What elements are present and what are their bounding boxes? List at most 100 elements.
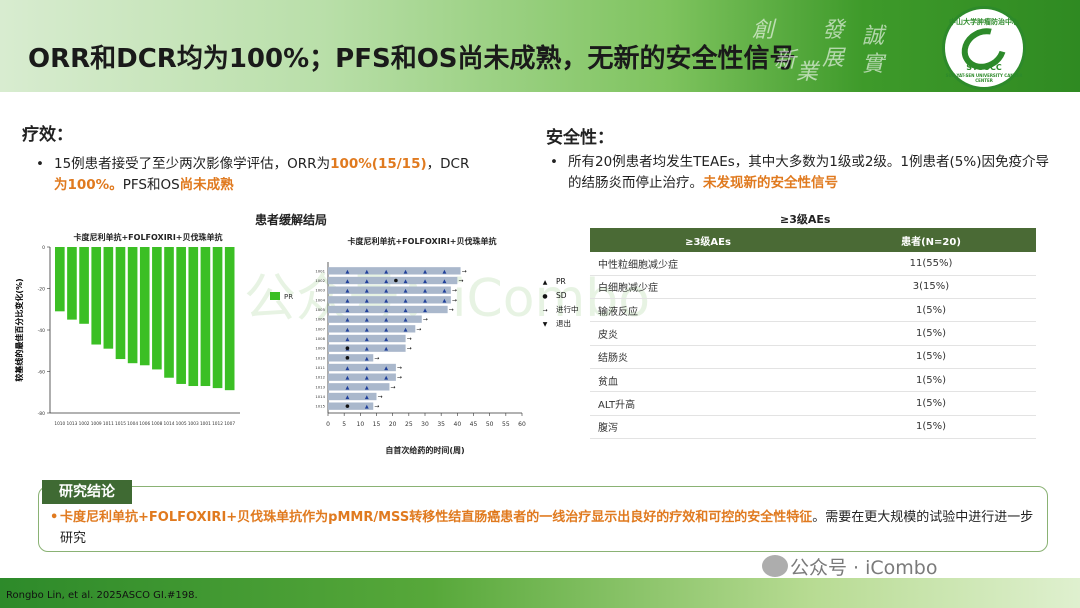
swimmer-pr-marker: ▲ — [365, 327, 369, 333]
swimmer-y-tick-label: 1009 — [315, 346, 325, 351]
watermark-text: 公众号 · iCombo — [790, 557, 938, 579]
swimmer-ongoing-arrow: → — [462, 268, 467, 275]
swimmer-pr-marker: ▲ — [384, 279, 388, 285]
ae-count-cell: 1(5%) — [826, 368, 1036, 393]
ae-table-row: 皮炎 1(5%) — [590, 321, 1036, 346]
swimmer-pr-marker: ▲ — [423, 298, 427, 304]
waterfall-bar — [103, 247, 114, 349]
swimmer-y-tick-label: 1001 — [315, 268, 325, 273]
waterfall-bar — [91, 247, 102, 345]
ae-table-row: 结肠炎 1(5%) — [590, 345, 1036, 369]
swimmer-ongoing-arrow: → — [452, 287, 457, 294]
page-title: ORR和DCR均为100%；PFS和OS尚未成熟，无新的安全性信号 — [28, 44, 796, 74]
swimmer-pr-marker: ▲ — [365, 279, 369, 285]
waterfall-bar — [67, 247, 77, 320]
swimmer-y-tick-label: 1014 — [315, 394, 325, 399]
swimmer-pr-marker: ▲ — [345, 327, 349, 333]
waterfall-title: 卡度尼利单抗+FOLFOXIRI+贝伐珠单抗 — [73, 232, 222, 242]
safety-bullet: • 所有20例患者均发生TEAEs，其中大多数为1级或2级。1例患者(5%)因免疫… — [550, 154, 1049, 191]
ae-count-cell: 1(5%) — [826, 391, 1036, 416]
ae-count-cell: 11(55%) — [826, 252, 1036, 276]
waterfall-x-tick-label: 1013 — [66, 421, 77, 427]
swimmer-pr-marker: ▲ — [365, 298, 369, 304]
swimmer-bar — [328, 344, 406, 352]
swimmer-ongoing-arrow: → — [416, 326, 421, 333]
conclusion-text: • 卡度尼利单抗+FOLFOXIRI+贝伐珠单抗作为pMMR/MSS转移性结直肠癌… — [50, 510, 1034, 546]
ae-name-cell: 腹泻 — [590, 415, 826, 439]
swimmer-pr-marker: ▲ — [345, 269, 349, 275]
waterfall-x-tick-label: 1010 — [54, 421, 65, 427]
swimmer-pr-marker: ▲ — [345, 385, 349, 391]
swimmer-pr-marker: ▲ — [404, 288, 408, 294]
swimmer-pr-marker: ▲ — [404, 308, 408, 314]
swimmer-pr-marker: ▲ — [365, 317, 369, 323]
ae-name-cell: 贫血 — [590, 368, 826, 393]
swimmer-pr-marker: ▲ — [423, 288, 427, 294]
swimmer-pr-marker: ▲ — [384, 269, 388, 275]
waterfall-bar — [152, 247, 162, 370]
waterfall-bar — [224, 247, 235, 391]
swimmer-pr-marker: ▲ — [345, 337, 349, 343]
swimmer-pr-marker: ▲ — [404, 327, 408, 333]
ae-header-col2: 患者(N=20) — [826, 228, 1036, 252]
swimmer-legend-symbol: → — [542, 307, 547, 314]
swimmer-y-tick-label: 1005 — [315, 307, 325, 312]
waterfall-x-tick-label: 1007 — [224, 421, 235, 427]
swimmer-legend-label: 进行中 — [556, 304, 579, 314]
waterfall-x-tick-label: 1015 — [115, 421, 126, 427]
waterfall-x-tick-label: 1005 — [176, 421, 187, 427]
chart-section-title: 患者缓解结局 — [255, 213, 328, 227]
ae-header-col1: ≥3级AEs — [590, 228, 826, 252]
swimmer-x-tick-label: 25 — [405, 421, 413, 428]
swimmer-y-tick-label: 1013 — [315, 384, 325, 389]
waterfall-legend-label: PR — [284, 293, 293, 301]
swimmer-pr-marker: ▲ — [365, 385, 369, 391]
sysucc-logo: 中山大学肿瘤防治中心 SYSUCC SUN YAT-SEN UNIVERSITY… — [942, 6, 1026, 90]
conclusion-tag: 研究结论 — [42, 480, 132, 504]
swimmer-legend-label: PR — [556, 277, 566, 286]
swimmer-legend-symbol: ▼ — [543, 321, 548, 328]
reference-citation: Rongbo Lin, et al. 2025ASCO GI.#198. — [6, 590, 198, 601]
swimmer-pr-marker: ▲ — [345, 308, 349, 314]
swimmer-x-tick-label: 5 — [342, 421, 346, 428]
swimmer-y-tick-label: 1012 — [315, 375, 325, 380]
ae-table-header: ≥3级AEs 患者(N=20) — [590, 228, 1036, 252]
ae-table-row: 白细胞减少症 3(15%) — [590, 275, 1036, 300]
waterfall-y-tick-label: -40 — [38, 328, 45, 334]
ae-count-cell: 1(5%) — [826, 321, 1036, 346]
waterfall-x-tick-label: 1014 — [164, 421, 175, 427]
swimmer-pr-marker: ▲ — [345, 288, 349, 294]
swimmer-x-tick-label: 45 — [470, 421, 478, 428]
swimmer-pr-marker: ▲ — [345, 366, 349, 372]
waterfall-x-tick-label: 1006 — [139, 421, 150, 427]
swimmer-bar — [328, 315, 422, 323]
swimmer-bar — [328, 392, 377, 401]
swimmer-pr-marker: ▲ — [384, 288, 388, 294]
swimmer-ongoing-arrow: → — [374, 403, 379, 410]
swimmer-sd-marker — [345, 346, 350, 350]
swimmer-legend-label: 退出 — [556, 318, 571, 328]
swimmer-pr-marker: ▲ — [345, 395, 349, 401]
waterfall-x-tick-label: 1001 — [200, 421, 211, 427]
swimmer-pr-marker: ▲ — [423, 279, 427, 285]
swimmer-pr-marker: ▲ — [345, 375, 349, 381]
swimmer-pr-marker: ▲ — [365, 308, 369, 314]
waterfall-x-tick-label: 1012 — [212, 421, 223, 427]
swimmer-y-tick-label: 1007 — [315, 326, 325, 331]
waterfall-legend-swatch — [270, 292, 280, 300]
swimmer-bar — [328, 402, 374, 410]
waterfall-bar — [200, 247, 211, 387]
swimmer-pr-marker: ▲ — [345, 317, 349, 323]
swimmer-pr-marker: ▲ — [384, 337, 388, 343]
swimmer-bar — [328, 325, 416, 333]
swimmer-pr-marker: ▲ — [365, 404, 369, 410]
swimmer-x-label: 自首次给药的时间(周) — [385, 445, 464, 455]
ae-table-row: ALT升高 1(5%) — [590, 391, 1036, 416]
swimmer-pr-marker: ▲ — [423, 308, 427, 314]
swimmer-pr-marker: ▲ — [345, 279, 349, 285]
waterfall-bar — [188, 247, 199, 387]
waterfall-x-tick-label: 1003 — [188, 421, 199, 427]
waterfall-y-tick-label: -80 — [38, 411, 45, 417]
waterfall-y-label: 较基线的最佳百分比变化(%) — [14, 278, 24, 381]
ae-name-cell: 白细胞减少症 — [590, 275, 826, 300]
